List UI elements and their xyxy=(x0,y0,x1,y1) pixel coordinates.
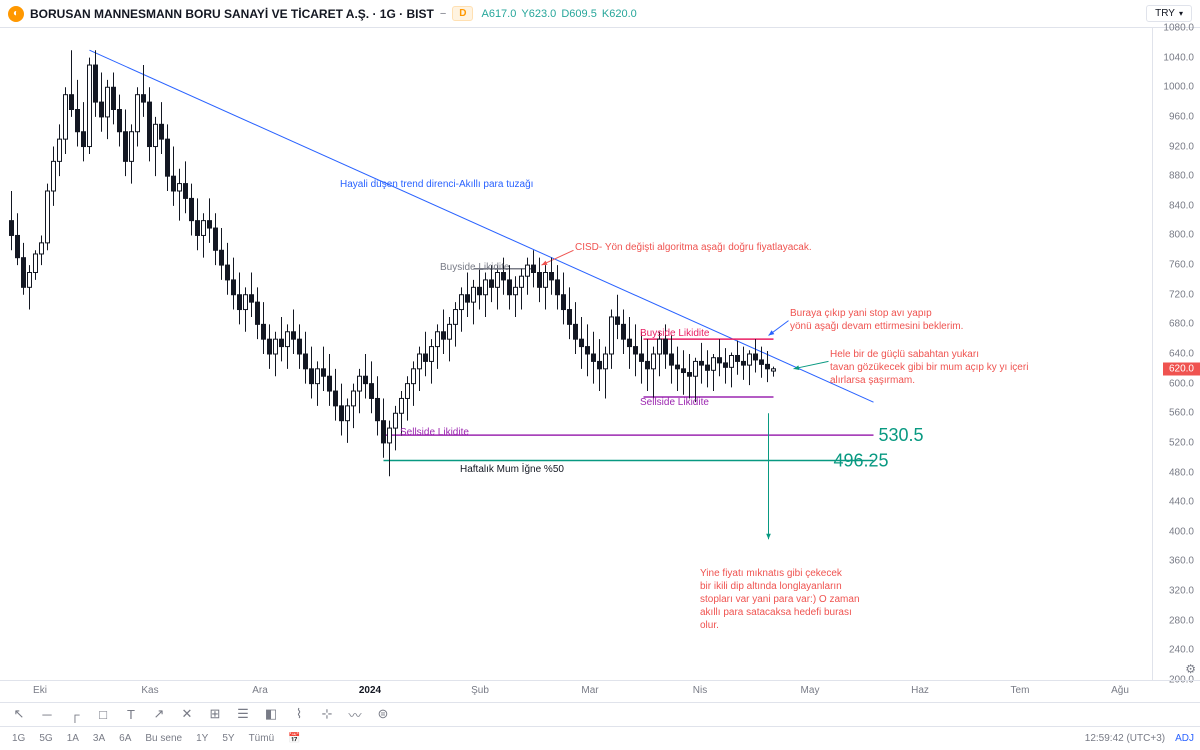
range-button[interactable]: Bu sene xyxy=(139,731,188,746)
tool-button[interactable]: ┌ xyxy=(62,704,88,724)
x-tick: Kas xyxy=(141,685,158,696)
tool-button[interactable]: ⊞ xyxy=(202,704,228,724)
y-tick: 280.0 xyxy=(1169,615,1194,626)
tool-button[interactable]: 〰 xyxy=(342,704,368,724)
y-tick: 600.0 xyxy=(1169,378,1194,389)
current-price-badge: 620.0 xyxy=(1163,362,1200,375)
y-tick: 520.0 xyxy=(1169,437,1194,448)
y-tick: 560.0 xyxy=(1169,408,1194,419)
range-button[interactable]: 1G xyxy=(6,731,31,746)
chart-canvas[interactable]: 530.5496.25 Hayali düşen trend direnci-A… xyxy=(0,28,1152,680)
tool-button[interactable]: ◧ xyxy=(258,704,284,724)
tool-button[interactable]: ↗ xyxy=(146,704,172,724)
symbol-title[interactable]: BORUSAN MANNESMANN BORU SANAYİ VE TİCARE… xyxy=(30,7,434,21)
x-axis[interactable]: Eki Kas Ara 2024 Şub Mar Nis May Haz Tem Ağu xyxy=(0,680,1200,702)
x-tick: Eki xyxy=(33,685,47,696)
x-tick: Haz xyxy=(911,685,929,696)
ohlc-display: A617.0 Y623.0 D609.5 K620.0 xyxy=(479,8,636,20)
svg-text:530.5: 530.5 xyxy=(879,425,924,445)
y-axis[interactable]: ⚙ 200.0240.0280.0320.0360.0400.0440.0480… xyxy=(1152,28,1200,680)
y-tick: 960.0 xyxy=(1169,111,1194,122)
header: ◐ BORUSAN MANNESMANN BORU SANAYİ VE TİCA… xyxy=(0,0,1200,28)
y-tick: 1000.0 xyxy=(1163,82,1194,93)
y-tick: 920.0 xyxy=(1169,141,1194,152)
tool-button[interactable]: T xyxy=(118,704,144,724)
range-button[interactable]: 5G xyxy=(33,731,58,746)
svg-text:496.25: 496.25 xyxy=(834,451,889,471)
range-button[interactable]: 3A xyxy=(87,731,111,746)
x-tick: 2024 xyxy=(359,685,381,696)
drawing-toolbar: ↖─┌□T↗✕⊞☰◧⌇⊹〰⊜ xyxy=(0,703,1200,727)
y-tick: 400.0 xyxy=(1169,526,1194,537)
x-tick: Nis xyxy=(693,685,707,696)
currency-selector[interactable]: TRY▾ xyxy=(1146,5,1192,22)
range-selector: 1G5G1A3A6ABu sene1Y5YTümü📅 12:59:42 (UTC… xyxy=(0,727,1200,750)
y-tick: 800.0 xyxy=(1169,230,1194,241)
adj-toggle[interactable]: ADJ xyxy=(1175,733,1194,744)
range-button[interactable]: Tümü xyxy=(243,731,281,746)
x-tick: Ara xyxy=(252,685,268,696)
clock-display: 12:59:42 (UTC+3) ADJ xyxy=(1085,733,1194,744)
range-button[interactable]: 1Y xyxy=(190,731,214,746)
range-button[interactable]: 1A xyxy=(61,731,85,746)
tool-button[interactable]: □ xyxy=(90,704,116,724)
minus-icon[interactable]: − xyxy=(440,8,446,20)
y-tick: 1080.0 xyxy=(1163,23,1194,34)
calendar-icon[interactable]: 📅 xyxy=(282,731,306,746)
y-tick: 320.0 xyxy=(1169,586,1194,597)
logo-icon: ◐ xyxy=(8,6,24,22)
x-tick: Ağu xyxy=(1111,685,1129,696)
chevron-down-icon: ▾ xyxy=(1179,9,1183,18)
range-button[interactable]: 5Y xyxy=(216,731,240,746)
main-chart: 530.5496.25 Hayali düşen trend direnci-A… xyxy=(0,28,1200,680)
y-tick: 680.0 xyxy=(1169,319,1194,330)
tool-button[interactable]: ─ xyxy=(34,704,60,724)
y-tick: 760.0 xyxy=(1169,260,1194,271)
tool-button[interactable]: ⊹ xyxy=(314,704,340,724)
tool-button[interactable]: ↖ xyxy=(6,704,32,724)
tool-button[interactable]: ☰ xyxy=(230,704,256,724)
y-tick: 240.0 xyxy=(1169,645,1194,656)
tool-button[interactable]: ✕ xyxy=(174,704,200,724)
footer: ↖─┌□T↗✕⊞☰◧⌇⊹〰⊜ 1G5G1A3A6ABu sene1Y5YTümü… xyxy=(0,702,1200,750)
interval-badge[interactable]: D xyxy=(452,6,473,21)
y-tick: 640.0 xyxy=(1169,349,1194,360)
x-tick: May xyxy=(801,685,820,696)
y-tick: 880.0 xyxy=(1169,171,1194,182)
range-button[interactable]: 6A xyxy=(113,731,137,746)
y-tick: 1040.0 xyxy=(1163,52,1194,63)
x-tick: Şub xyxy=(471,685,489,696)
y-tick: 480.0 xyxy=(1169,467,1194,478)
y-tick: 720.0 xyxy=(1169,289,1194,300)
tool-button[interactable]: ⌇ xyxy=(286,704,312,724)
x-tick: Tem xyxy=(1011,685,1030,696)
y-tick: 360.0 xyxy=(1169,556,1194,567)
y-tick: 440.0 xyxy=(1169,497,1194,508)
price-plot[interactable]: 530.5 496.25 xyxy=(0,28,1152,680)
tool-button[interactable]: ⊜ xyxy=(370,704,396,724)
y-tick: 840.0 xyxy=(1169,200,1194,211)
x-tick: Mar xyxy=(581,685,598,696)
